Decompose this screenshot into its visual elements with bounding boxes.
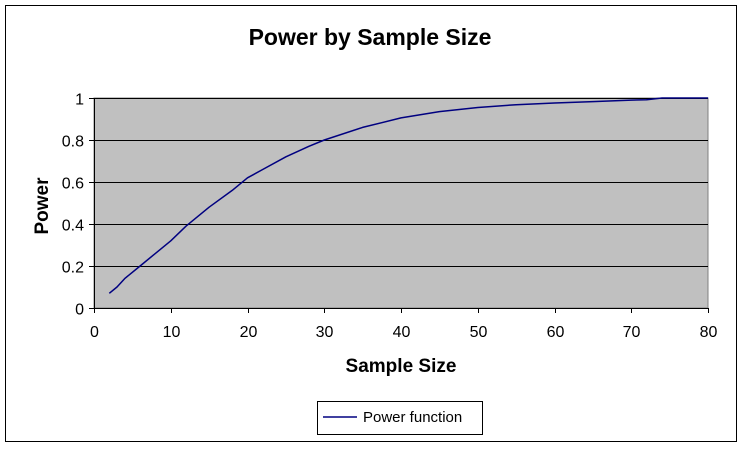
y-tick-label: 0.8 <box>62 134 84 151</box>
x-tick-label: 30 <box>316 324 334 341</box>
x-tick-label: 50 <box>470 324 488 341</box>
y-tick-label: 0.2 <box>62 260 84 277</box>
plot-area <box>93 97 709 309</box>
y-axis-label: Power <box>32 177 53 235</box>
x-tick-label: 20 <box>240 324 258 341</box>
x-tick-label: 60 <box>547 324 565 341</box>
y-axis-ticks: 0 0.2 0.4 0.6 0.8 1 <box>62 92 94 319</box>
gridlines <box>94 98 708 267</box>
x-tick-label: 40 <box>393 324 411 341</box>
y-tick-label: 0.6 <box>62 176 84 193</box>
x-tick-label: 80 <box>700 324 718 341</box>
axes <box>94 98 708 309</box>
x-axis-label: Sample Size <box>346 356 457 377</box>
series-lines <box>108 97 708 294</box>
y-tick-label: 0.4 <box>62 218 84 235</box>
x-tick-label: 10 <box>163 324 181 341</box>
legend-box <box>317 401 483 435</box>
y-tick-label: 1 <box>75 92 84 109</box>
legend-label: Power function <box>363 409 462 426</box>
x-tick-label: 0 <box>90 324 99 341</box>
x-tick-label: 70 <box>623 324 641 341</box>
series-line-power-function <box>108 97 708 294</box>
y-tick-label: 0 <box>75 302 84 319</box>
chart-title: Power by Sample Size <box>249 24 492 50</box>
legend: Power function <box>317 401 483 435</box>
